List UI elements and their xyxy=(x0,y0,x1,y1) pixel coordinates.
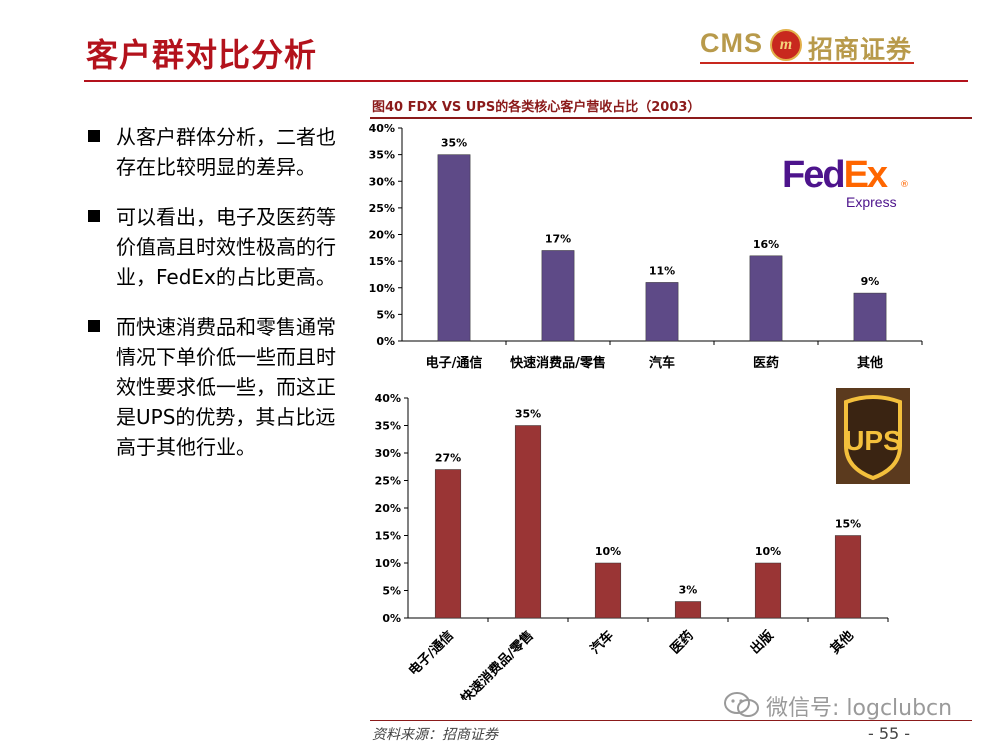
y-tick-label: 40% xyxy=(375,392,401,405)
ups-bar-chart: 0% 5% 10% 15% 20% 25% 30% 35% 40% 27% 电子/通信 35% 快速消费… xyxy=(375,392,889,700)
y-tick-label: 5% xyxy=(376,308,395,321)
data-label: 15% xyxy=(835,518,861,531)
y-tick-label: 25% xyxy=(369,202,395,215)
category-label: 快速消费品/零售 xyxy=(458,628,537,700)
data-label: 16% xyxy=(753,238,779,251)
wechat-id-text: 微信号: logclubcn xyxy=(766,696,953,721)
footer-rule xyxy=(370,720,972,721)
svg-text:UPS: UPS xyxy=(844,425,902,456)
cms-company-name: 招商证券 xyxy=(808,35,913,64)
figure-caption: 图40 FDX VS UPS的各类核心客户营收占比（2003） xyxy=(372,100,701,115)
caption-rule xyxy=(370,117,972,119)
data-label: 35% xyxy=(515,408,541,421)
page-number: - 55 - xyxy=(868,724,911,743)
y-tick-label: 0% xyxy=(376,335,395,348)
bar xyxy=(853,292,887,342)
y-tick-label: 35% xyxy=(375,420,401,433)
category-label: 汽车 xyxy=(587,628,617,658)
fedex-registered-mark: ® xyxy=(900,180,909,190)
data-label: 27% xyxy=(435,452,461,465)
slide-title: 客户群对比分析 xyxy=(86,36,318,74)
source-note: 资料来源：招商证券 xyxy=(372,727,498,743)
y-tick-label: 20% xyxy=(375,502,401,515)
bar xyxy=(754,562,782,619)
y-tick-label: 20% xyxy=(369,229,395,242)
wechat-icon xyxy=(724,692,759,717)
bullet-text: 从客户群体分析，二者也存在比较明显的差异。 xyxy=(116,125,336,179)
bar xyxy=(437,154,471,342)
category-label: 医药 xyxy=(753,355,779,371)
y-tick-label: 30% xyxy=(375,447,401,460)
category-label: 汽车 xyxy=(649,355,675,371)
bullet-item: 从客户群体分析，二者也存在比较明显的差异。 xyxy=(86,122,336,182)
y-tick-label: 25% xyxy=(375,475,401,488)
bar xyxy=(514,425,542,619)
y-tick-label: 15% xyxy=(375,530,401,543)
data-label: 10% xyxy=(595,545,621,558)
data-label: 17% xyxy=(545,232,571,245)
bar xyxy=(434,469,462,619)
category-label: 电子/通信 xyxy=(405,628,456,679)
category-label: 其他 xyxy=(857,355,883,371)
cms-logo-underline xyxy=(700,62,914,64)
bullet-text: 可以看出，电子及医药等价值高且时效性极高的行业，FedEx的占比更高。 xyxy=(116,205,336,289)
fedex-express-text: Express xyxy=(846,194,897,210)
bullet-square-icon xyxy=(88,130,100,142)
ups-logo: UPS xyxy=(836,388,910,484)
bullet-item: 可以看出，电子及医药等价值高且时效性极高的行业，FedEx的占比更高。 xyxy=(86,202,336,292)
ups-shield-icon: UPS xyxy=(844,395,902,481)
data-label: 11% xyxy=(649,264,675,277)
bar xyxy=(645,282,679,342)
bar xyxy=(834,535,862,619)
bar xyxy=(749,255,783,342)
data-label: 3% xyxy=(679,584,698,597)
bullet-square-icon xyxy=(88,320,100,332)
category-label: 医药 xyxy=(667,628,697,658)
header-rule xyxy=(84,80,968,82)
bullet-square-icon xyxy=(88,210,100,222)
y-tick-label: 35% xyxy=(369,149,395,162)
y-tick-label: 40% xyxy=(369,122,395,135)
bullet-text: 而快速消费品和零售通常情况下单价低一些而且时效性要求低一些，而这正是UPS的优势… xyxy=(116,315,336,459)
data-label: 35% xyxy=(441,137,467,150)
y-tick-label: 0% xyxy=(382,612,401,625)
cms-emblem-icon: m xyxy=(770,29,802,61)
bar xyxy=(541,250,575,342)
bullet-list: 从客户群体分析，二者也存在比较明显的差异。 可以看出，电子及医药等价值高且时效性… xyxy=(86,122,336,482)
fedex-bar-chart: 0% 5% 10% 15% 20% 25% 30% 35% 40% 35% 电子/通信 17% 快速消费… xyxy=(369,122,923,371)
y-tick-label: 30% xyxy=(369,175,395,188)
category-label: 电子/通信 xyxy=(426,355,483,371)
category-label: 快速消费品/零售 xyxy=(510,355,606,371)
cms-logo-text: CMS xyxy=(700,28,763,58)
data-label: 9% xyxy=(861,275,880,288)
y-tick-label: 10% xyxy=(369,282,395,295)
category-label: 其他 xyxy=(827,628,857,658)
bar xyxy=(594,562,622,619)
bar xyxy=(674,601,702,619)
bullet-item: 而快速消费品和零售通常情况下单价低一些而且时效性要求低一些，而这正是UPS的优势… xyxy=(86,312,336,462)
data-label: 10% xyxy=(755,545,781,558)
cms-logo: CMS m 招商证券 xyxy=(700,28,920,68)
wechat-watermark: 微信号: logclubcn xyxy=(722,690,982,721)
fedex-wordmark: FedEx xyxy=(782,154,888,196)
y-tick-label: 15% xyxy=(369,255,395,268)
category-label: 出版 xyxy=(747,628,777,658)
fedex-logo: FedEx ® Express xyxy=(782,154,912,214)
y-tick-label: 5% xyxy=(382,585,401,598)
y-tick-label: 10% xyxy=(375,557,401,570)
